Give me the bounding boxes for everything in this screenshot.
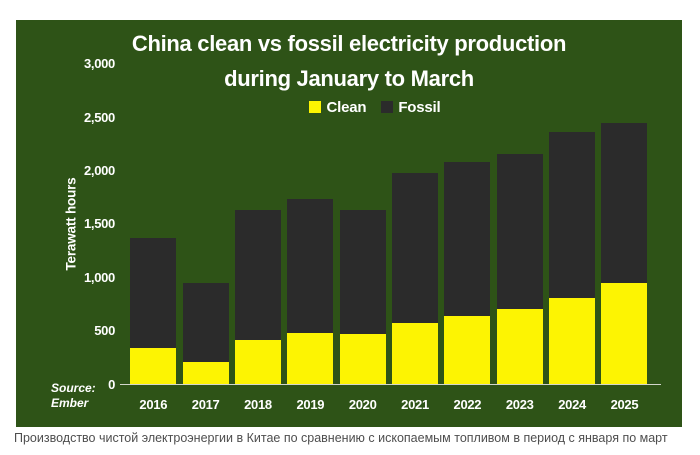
bar-clean-segment-2021 [392,323,439,384]
chart-title: China clean vs fossil electricity produc… [16,20,682,96]
chart-card: China clean vs fossil electricity produc… [16,20,682,427]
bar-clean-segment-2018 [235,340,281,384]
legend-label-clean: Clean [326,98,367,116]
y-tick-label-2500: 2,500 [83,109,115,125]
bar-2024 [549,131,596,384]
source-credit-line1: Source: [51,381,96,395]
bar-2022 [444,162,491,384]
x-tick-label-2017: 2017 [191,397,220,412]
legend-item-clean: Clean [309,98,367,116]
bar-clean-segment-2017 [182,361,229,384]
clean-swatch-icon [309,101,322,113]
bar-2018 [235,210,281,384]
x-tick-label-2020: 2020 [348,397,377,412]
bar-clean-segment-2019 [287,332,334,384]
y-tick-label-1500: 1,500 [83,216,115,232]
source-credit: Source: Ember [51,381,96,411]
x-axis-line [120,383,661,386]
x-tick-label-2021: 2021 [401,397,429,412]
chart-title-line1: China clean vs fossil electricity produc… [131,31,567,56]
x-tick-label-2024: 2024 [558,397,586,412]
chart-title-line2: during January to March [224,66,474,91]
bar-clean-segment-2024 [549,298,596,384]
x-tick-label-2018: 2018 [244,397,272,412]
bar-2017 [182,282,229,384]
legend-item-fossil: Fossil [381,98,441,116]
x-tick-label-2023: 2023 [505,397,534,412]
x-tick-label-2025: 2025 [610,397,639,412]
bar-2025 [601,122,648,384]
fossil-swatch-icon [381,101,394,113]
legend-label-fossil: Fossil [398,98,441,116]
bar-clean-segment-2023 [496,309,543,384]
source-credit-line2: Ember [51,396,89,410]
figure-caption: Производство чистой электроэнергии в Кит… [14,431,668,445]
y-tick-label-2000: 2,000 [83,163,115,179]
y-tick-label-1000: 1,000 [83,269,115,285]
x-tick-label-2022: 2022 [453,397,482,412]
bar-clean-segment-2016 [130,348,177,384]
x-tick-label-2019: 2019 [296,397,325,412]
bar-2016 [130,238,177,384]
bar-clean-segment-2025 [601,282,648,384]
bar-clean-segment-2020 [339,334,386,384]
bar-clean-segment-2022 [444,315,491,384]
y-tick-label-0: 0 [108,376,115,392]
bar-2020 [339,210,386,384]
bar-2023 [496,153,543,384]
x-tick-label-2016: 2016 [139,397,168,412]
y-tick-label-3000: 3,000 [83,56,115,72]
bar-2019 [287,199,334,384]
bar-2021 [392,172,439,384]
y-tick-label-500: 500 [94,323,115,339]
chart-legend: Clean Fossil [68,98,682,116]
